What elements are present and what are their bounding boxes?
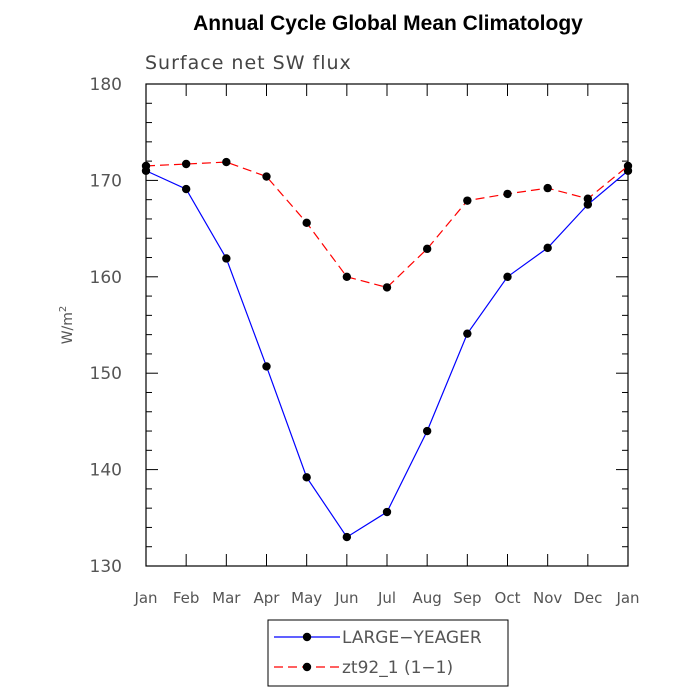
legend-box (267, 619, 509, 687)
x-tick-label: Feb (173, 589, 200, 607)
series-1-point (543, 243, 552, 253)
series-2-point (422, 244, 432, 254)
x-tick-label: Aug (413, 589, 442, 607)
x-tick-label: May (291, 589, 322, 607)
y-tick-label: 160 (90, 268, 122, 288)
series-1-point (181, 184, 191, 194)
series-2-point (623, 161, 633, 171)
series-1-point (222, 254, 231, 263)
legend-label-1: LARGE−YEAGER (342, 628, 482, 648)
legend-label-2: zt92_1 (1−1) (342, 658, 453, 678)
x-tick-label: Sep (453, 589, 481, 607)
x-tick-label: Dec (573, 589, 602, 607)
series-1-point (503, 272, 512, 281)
chart-title: Annual Cycle Global Mean Climatology (193, 12, 583, 35)
series-2-point (382, 283, 392, 292)
series-2-point (141, 161, 151, 171)
series-1-point (382, 507, 392, 517)
series-2-point (583, 194, 593, 203)
x-tick-label: Jun (334, 589, 358, 607)
y-axis-label: W/m2 (58, 306, 76, 345)
legend: LARGE−YEAGER zt92_1 (1−1) (267, 619, 509, 687)
series-2-point (543, 183, 552, 193)
x-tick-label: Jan (133, 589, 157, 607)
series-2-point (181, 159, 191, 169)
series-layer (141, 157, 633, 542)
series-1-point (583, 200, 593, 209)
y-axis-label-superscript: 2 (58, 306, 69, 312)
axis-ticks (145, 83, 629, 567)
x-tick-label: Oct (495, 589, 521, 607)
x-tick-labels: Jan Feb Mar Apr May Jun Jul Aug Sep Oct Nov Dec Jan (133, 589, 639, 607)
x-tick-label: Nov (533, 589, 562, 607)
y-tick-label: 170 (90, 171, 122, 191)
series-1-point (262, 362, 271, 371)
series-1-point (302, 473, 311, 482)
plot-frame (145, 83, 629, 567)
series-2-point (302, 218, 311, 228)
y-tick-labels: 130 140 150 160 170 180 (90, 75, 122, 577)
legend-marker-2 (302, 662, 312, 672)
legend-marker-1 (302, 632, 312, 642)
series-2-point (503, 189, 512, 199)
series-2-point (463, 196, 472, 205)
y-tick-label: 180 (90, 75, 122, 95)
series-line-2 (145, 161, 629, 289)
x-tick-label: Jan (615, 589, 639, 607)
chart-subtitle: Surface net SW flux (145, 52, 352, 74)
series-2-point (342, 272, 352, 281)
y-tick-label: 130 (90, 557, 122, 577)
series-1-point (422, 426, 432, 436)
series-1-point (463, 329, 472, 338)
x-tick-label: Jul (377, 589, 396, 607)
y-tick-label: 140 (90, 461, 122, 481)
x-tick-label: Mar (212, 589, 241, 607)
series-line-1 (145, 170, 629, 538)
series-1-point (342, 532, 352, 542)
series-2-point (262, 172, 271, 181)
y-tick-label: 150 (90, 364, 122, 384)
series-2-point (222, 157, 231, 167)
y-axis-label-base: W/m (60, 312, 76, 344)
x-tick-label: Apr (254, 589, 281, 607)
